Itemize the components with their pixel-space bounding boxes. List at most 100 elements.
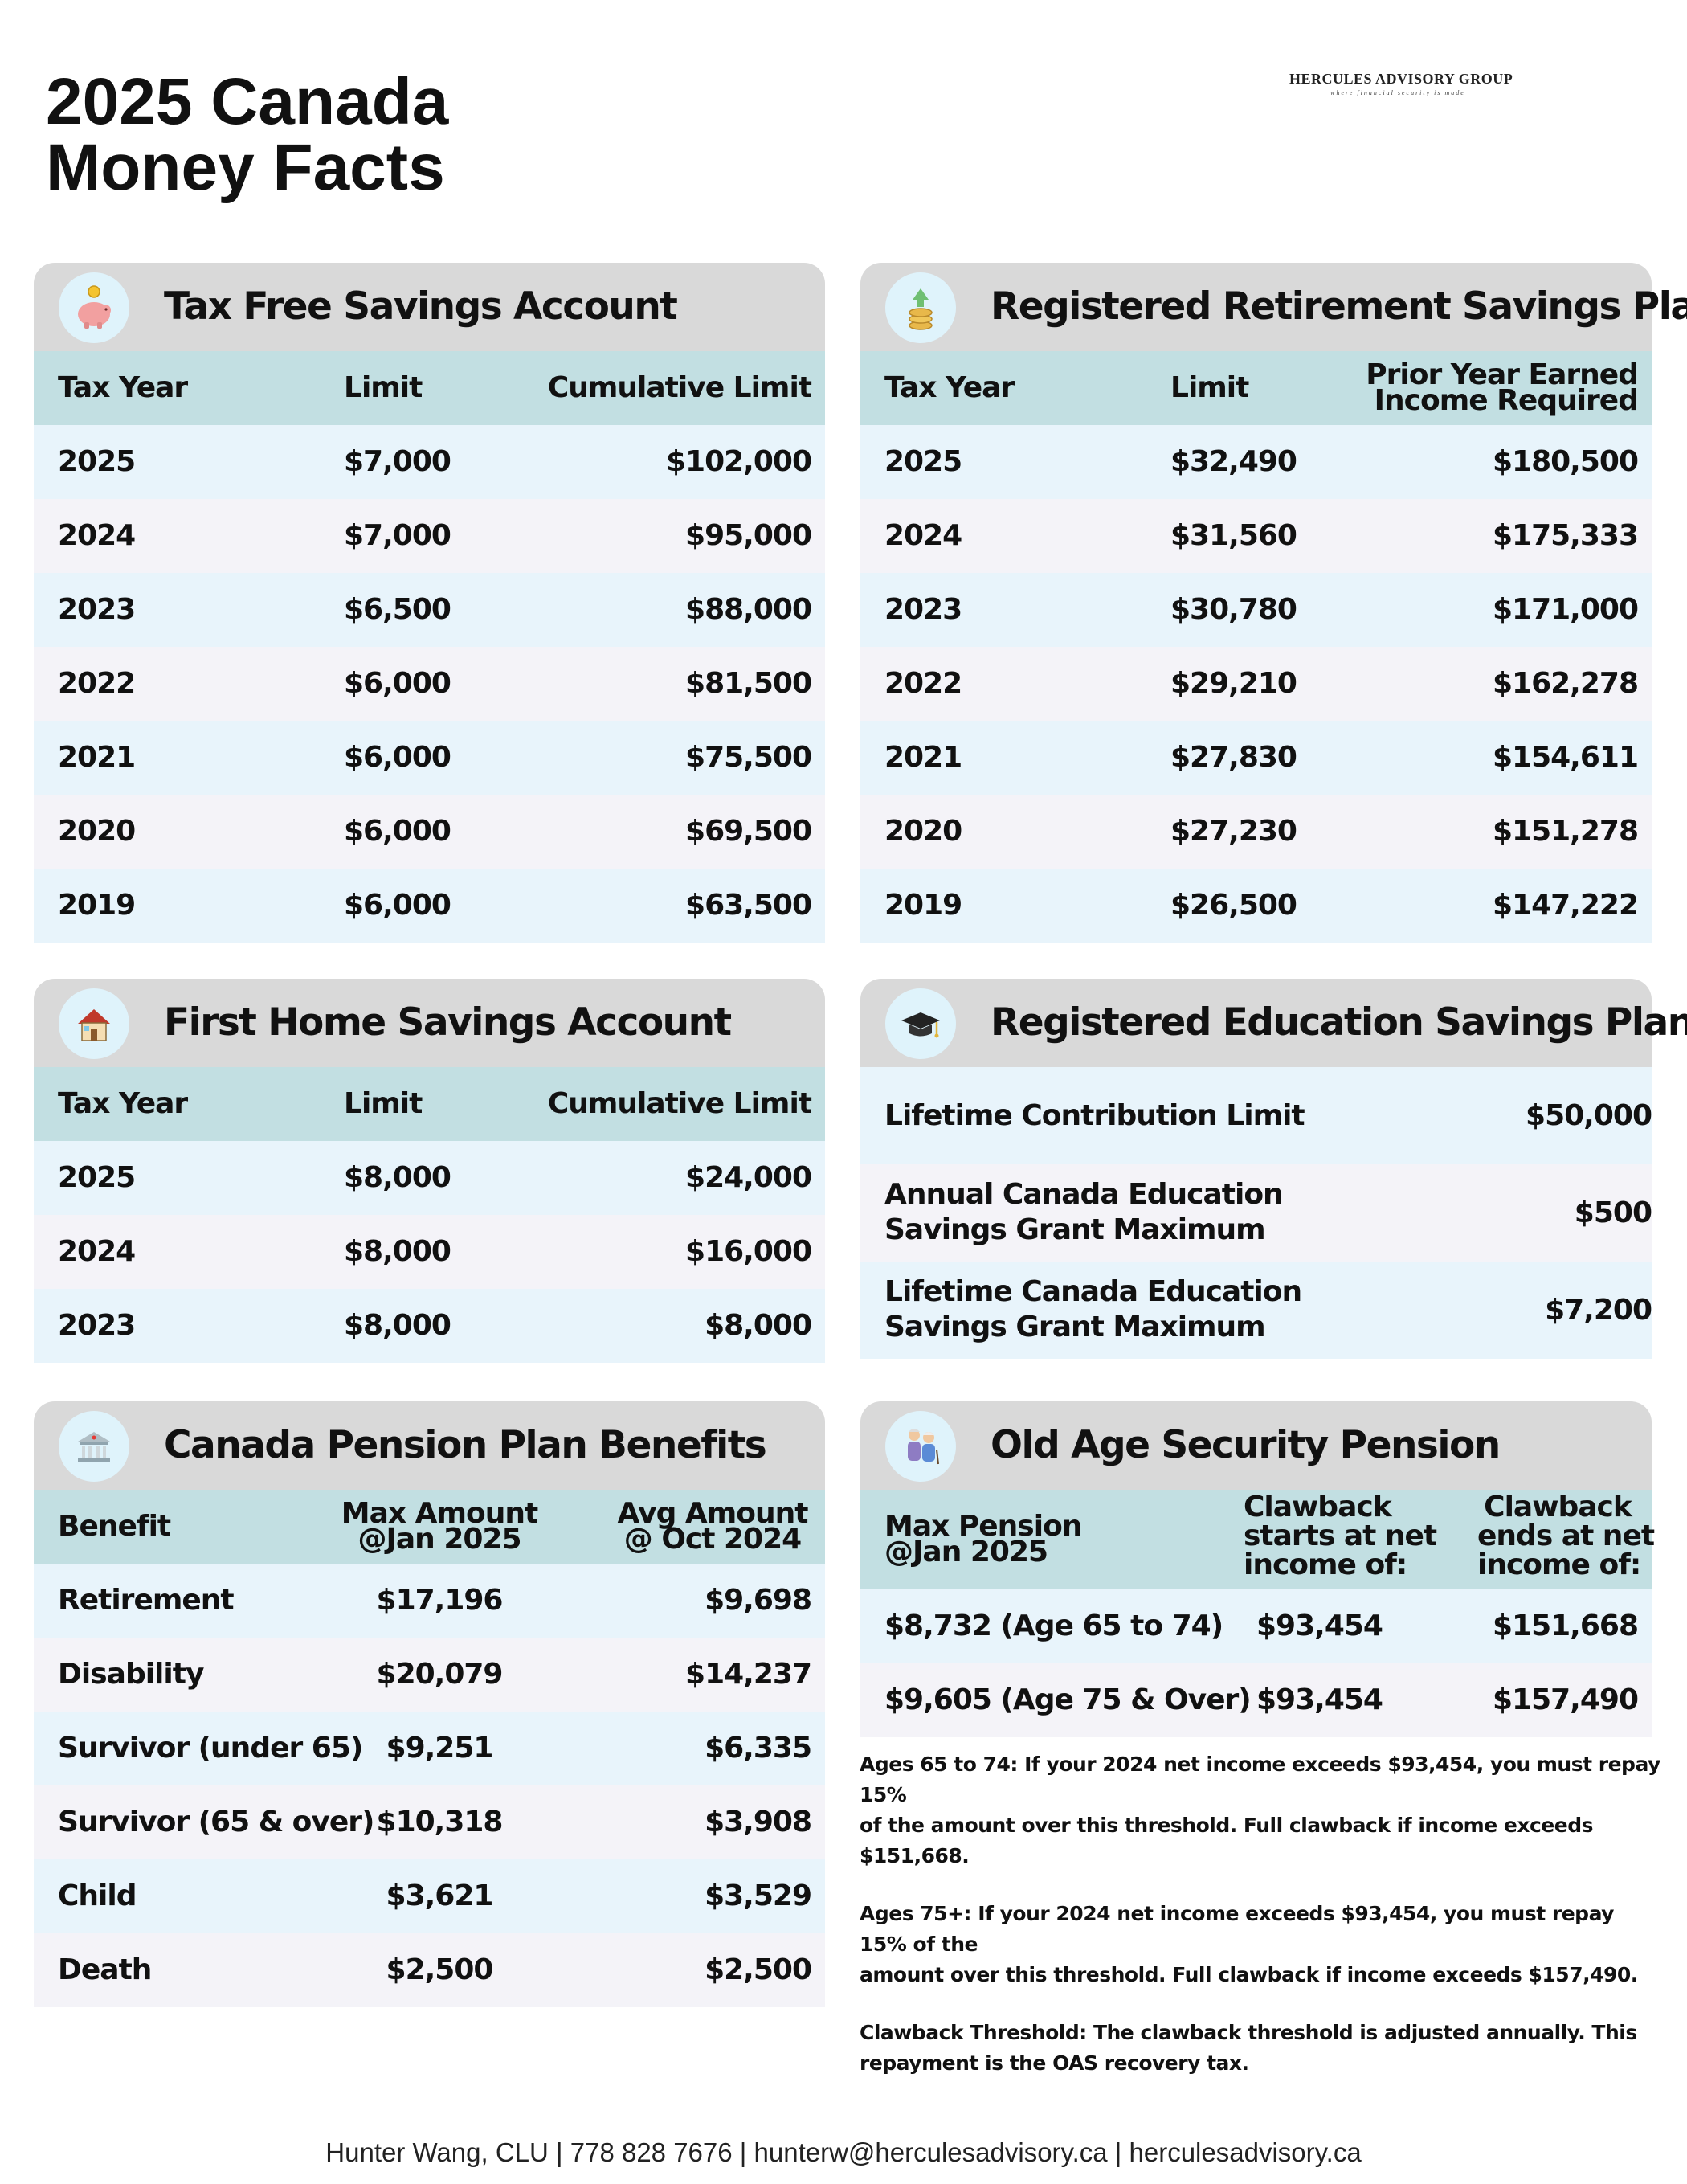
cpp-col-max-amount-line-2: @Jan 2025: [357, 1523, 521, 1556]
cpp-col-max-amount-line-1: Max Amount: [341, 1497, 538, 1530]
limit-cell: $31,560: [1170, 519, 1297, 552]
table-row: 2020 $6,000 $69,500: [34, 795, 825, 869]
table-row: 2025 $32,490 $180,500: [860, 425, 1652, 499]
tax-year-cell: 2024: [58, 1235, 136, 1268]
rrsp-header: Registered Retirement Savings Plan: [860, 263, 1687, 351]
tax-year-cell: 2023: [58, 1309, 136, 1342]
resp-card: Registered Education Savings Plan Lifeti…: [860, 979, 1687, 1359]
oas-note: Clawback Threshold: The clawback thresho…: [860, 2018, 1663, 2079]
table-row: 2020 $27,230 $151,278: [860, 795, 1652, 869]
benefit-cell: Survivor (under 65): [58, 1732, 363, 1765]
brand-logo: HERCULES ADVISORY GROUP where financial …: [1289, 71, 1513, 96]
graduation-cap-icon: [885, 988, 956, 1059]
page-title: 2025 Canada Money Facts: [46, 69, 448, 201]
oas-note-line: of the amount over this threshold. Full …: [860, 1814, 1593, 1867]
rrsp-col-limit: Limit: [1170, 371, 1249, 404]
tfsa-card: Tax Free Savings Account Tax Year Limit …: [34, 263, 825, 943]
table-row: 2023 $8,000 $8,000: [34, 1289, 825, 1363]
benefit-cell: Retirement: [58, 1584, 235, 1617]
tfsa-col-limit: Limit: [344, 371, 423, 404]
tfsa-col-cumulative-limit: Cumulative Limit: [547, 371, 812, 404]
table-row: Retirement $17,196 $9,698: [34, 1564, 825, 1638]
resp-header: Registered Education Savings Plan: [860, 979, 1687, 1067]
cumulative-limit-cell: $75,500: [685, 741, 812, 774]
contact-footer: Hunter Wang, CLU | 778 828 7676 | hunter…: [325, 2137, 1362, 2167]
avg-amount-cell: $3,529: [705, 1879, 812, 1912]
cumulative-limit-cell: $8,000: [705, 1309, 812, 1342]
rrsp-col-earned-income-line-1: Prior Year Earned: [1366, 358, 1639, 391]
cumulative-limit-cell: $69,500: [685, 815, 812, 848]
limit-cell: $8,000: [344, 1235, 451, 1268]
table-row: 2023 $30,780 $171,000: [860, 573, 1652, 647]
tfsa-col-tax-year: Tax Year: [58, 371, 188, 404]
cumulative-limit-cell: $88,000: [685, 593, 812, 626]
oas-note-line: Clawback Threshold: The clawback thresho…: [860, 2021, 1637, 2044]
tax-year-cell: 2025: [58, 445, 136, 478]
avg-amount-cell: $2,500: [705, 1953, 812, 1986]
table-row: 2025 $7,000 $102,000: [34, 425, 825, 499]
oas-note: Ages 65 to 74: If your 2024 net income e…: [860, 1749, 1663, 1871]
oas-card: Old Age Security Pension Max Pension @Ja…: [860, 1401, 1655, 1737]
oas-col-clawback-end-line-1: Clawback: [1484, 1491, 1632, 1523]
government-building-icon: [59, 1411, 129, 1482]
house-icon: [59, 988, 129, 1059]
tax-year-cell: 2022: [58, 667, 136, 700]
benefit-cell: Survivor (65 & over): [58, 1806, 374, 1838]
table-row: $8,732 (Age 65 to 74) $93,454 $151,668: [860, 1589, 1652, 1663]
max-pension-cell: $9,605 (Age 75 & Over): [884, 1683, 1252, 1716]
limit-cell: $30,780: [1170, 593, 1297, 626]
table-row: Annual Canada Education Savings Grant Ma…: [860, 1164, 1652, 1262]
oas-title: Old Age Security Pension: [991, 1423, 1501, 1467]
tax-year-cell: 2022: [884, 667, 962, 700]
tfsa-column-headers: Tax Year Limit Cumulative Limit: [34, 351, 825, 425]
table-row: Lifetime Canada Education Savings Grant …: [860, 1262, 1652, 1359]
clawback-start-cell: $93,454: [1256, 1683, 1383, 1716]
rrsp-table-body: 2025 $32,490 $180,500 2024 $31,560 $175,333 …: [860, 425, 1652, 943]
oas-column-headers: Max Pension @Jan 2025 Clawback starts at…: [860, 1490, 1655, 1589]
oas-col-clawback-end-line-3: income of:: [1477, 1548, 1641, 1581]
income-required-cell: $180,500: [1492, 445, 1639, 478]
resp-label: Lifetime Contribution Limit: [884, 1099, 1305, 1132]
resp-value: $50,000: [1526, 1099, 1652, 1132]
table-row: Child $3,621 $3,529: [34, 1859, 825, 1933]
resp-label-line-1: Annual Canada Education: [884, 1178, 1284, 1211]
tax-year-cell: 2019: [58, 889, 136, 922]
page-title-line-1: 2025 Canada: [46, 65, 449, 138]
oas-col-clawback-start-line-2: starts at net: [1244, 1519, 1437, 1552]
clawback-end-cell: $157,490: [1492, 1683, 1639, 1716]
tax-year-cell: 2020: [58, 815, 136, 848]
oas-col-max-pension-line-2: @Jan 2025: [884, 1536, 1048, 1568]
oas-note-line: Ages 75+: If your 2024 net income exceed…: [860, 1902, 1614, 1956]
fhsa-col-cumulative-limit: Cumulative Limit: [547, 1087, 812, 1120]
fhsa-table-body: 2025 $8,000 $24,000 2024 $8,000 $16,000 2023…: [34, 1141, 825, 1363]
limit-cell: $6,500: [344, 593, 451, 626]
resp-label-line-2: Savings Grant Maximum: [884, 1311, 1266, 1344]
cpp-col-avg-amount-line-2: @ Oct 2024: [623, 1523, 802, 1556]
table-row: 2019 $26,500 $147,222: [860, 869, 1652, 943]
oas-note-line: Ages 65 to 74: If your 2024 net income e…: [860, 1753, 1660, 1806]
rrsp-column-headers: Tax Year Limit Prior Year Earned Income …: [860, 351, 1652, 425]
table-row: $9,605 (Age 75 & Over) $93,454 $157,490: [860, 1663, 1652, 1737]
oas-note-line: repayment is the OAS recovery tax.: [860, 2051, 1249, 2075]
max-amount-cell: $9,251: [386, 1732, 494, 1765]
max-amount-cell: $3,621: [386, 1879, 494, 1912]
avg-amount-cell: $9,698: [705, 1584, 812, 1617]
tax-year-cell: 2024: [58, 519, 136, 552]
income-required-cell: $162,278: [1492, 667, 1639, 700]
avg-amount-cell: $14,237: [685, 1658, 812, 1691]
page-title-line-2: Money Facts: [46, 131, 445, 204]
rrsp-title: Registered Retirement Savings Plan: [991, 284, 1687, 329]
rrsp-card: Registered Retirement Savings Plan Tax Y…: [860, 263, 1687, 943]
cpp-col-avg-amount-line-1: Avg Amount: [617, 1497, 809, 1530]
table-row: Lifetime Contribution Limit $50,000: [860, 1067, 1652, 1164]
fhsa-card: First Home Savings Account Tax Year Limi…: [34, 979, 825, 1363]
resp-label-line-2: Savings Grant Maximum: [884, 1213, 1266, 1246]
elderly-couple-icon: [885, 1411, 956, 1482]
table-row: 2024 $8,000 $16,000: [34, 1215, 825, 1289]
limit-cell: $8,000: [344, 1309, 451, 1342]
income-required-cell: $171,000: [1492, 593, 1639, 626]
oas-col-clawback-start-line-1: Clawback: [1244, 1491, 1392, 1523]
oas-notes: Ages 65 to 74: If your 2024 net income e…: [860, 1749, 1663, 2106]
table-row: 2025 $8,000 $24,000: [34, 1141, 825, 1215]
tax-year-cell: 2023: [884, 593, 962, 626]
